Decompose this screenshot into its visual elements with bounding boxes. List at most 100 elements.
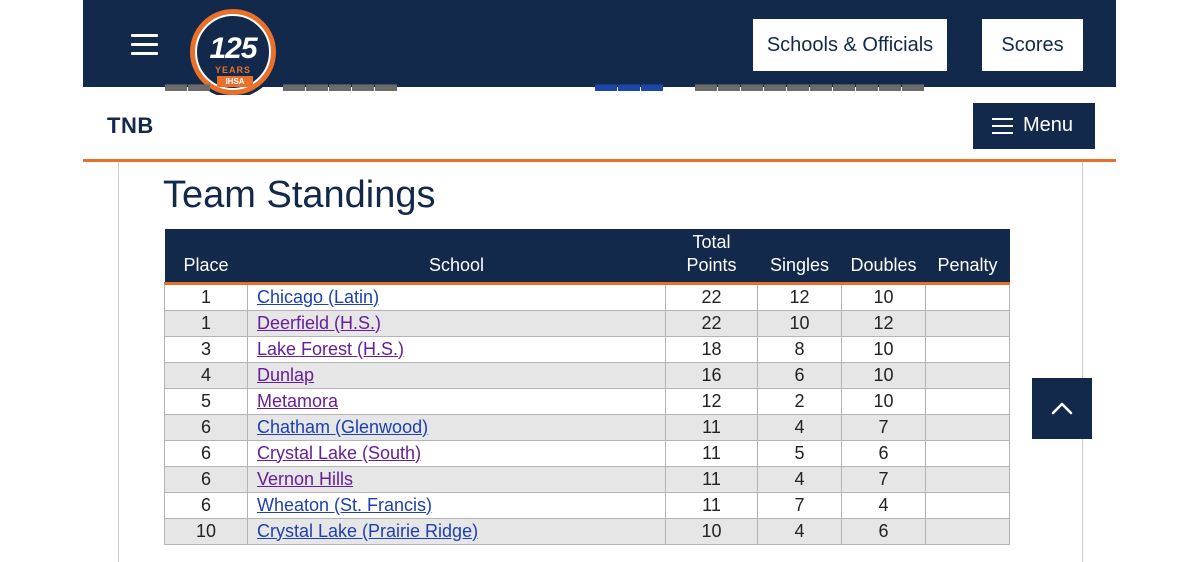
place-cell: 10 (164, 517, 248, 545)
doubles-cell: 10 (841, 387, 926, 415)
table-row: 6 Chatham (Glenwood) 11 4 7 (164, 413, 1010, 441)
team-standings-table: Place School Total Points Singles Double… (164, 229, 1010, 545)
doubles-cell: 10 (841, 335, 926, 363)
place-cell: 1 (164, 309, 248, 337)
column-header-school: School (247, 229, 666, 285)
doubles-cell: 6 (841, 517, 926, 545)
singles-cell: 8 (757, 335, 842, 363)
doubles-cell: 7 (841, 413, 926, 441)
site-header: 125 YEARS IHSA Schools & Officials Score… (83, 0, 1116, 98)
singles-cell: 7 (757, 491, 842, 519)
table-row: 6 Vernon Hills 11 4 7 (164, 465, 1010, 493)
school-link[interactable]: Metamora (257, 390, 339, 411)
place-cell: 6 (164, 491, 248, 519)
schools-officials-button[interactable]: Schools & Officials (753, 19, 947, 71)
table-header-row: Place School Total Points Singles Double… (164, 229, 1010, 285)
doubles-cell: 10 (841, 282, 926, 311)
singles-cell: 10 (757, 309, 842, 337)
school-link[interactable]: Crystal Lake (South) (257, 442, 422, 463)
singles-cell: 4 (757, 413, 842, 441)
column-header-penalty: Penalty (925, 229, 1010, 285)
school-cell: Dunlap (247, 361, 666, 389)
scores-button[interactable]: Scores (982, 19, 1083, 71)
penalty-cell (925, 282, 1010, 311)
total-points-cell: 22 (665, 282, 758, 311)
place-cell: 1 (164, 282, 248, 311)
total-points-cell: 11 (665, 439, 758, 467)
total-points-cell: 22 (665, 309, 758, 337)
school-cell: Lake Forest (H.S.) (247, 335, 666, 363)
school-cell: Crystal Lake (Prairie Ridge) (247, 517, 666, 545)
column-header-doubles: Doubles (841, 229, 926, 285)
column-header-place: Place (164, 229, 248, 285)
singles-cell: 4 (757, 517, 842, 545)
school-cell: Crystal Lake (South) (247, 439, 666, 467)
table-row: 6 Wheaton (St. Francis) 11 7 4 (164, 491, 1010, 519)
singles-cell: 5 (757, 439, 842, 467)
place-cell: 3 (164, 335, 248, 363)
logo-number: 125 (209, 32, 257, 65)
table-body: 1 Chicago (Latin) 22 12 10 1 Deerfield (H.S.) 2… (164, 282, 1010, 545)
table-row: 3 Lake Forest (H.S.) 18 8 10 (164, 335, 1010, 363)
menu-label: Menu (1023, 114, 1074, 136)
school-link[interactable]: Chicago (Latin) (257, 286, 380, 307)
school-link[interactable]: Wheaton (St. Francis) (257, 494, 433, 515)
penalty-cell (925, 517, 1010, 545)
penalty-cell (925, 335, 1010, 363)
page-title: Team Standings (163, 174, 436, 216)
column-header-total-points: Total Points (665, 229, 758, 285)
doubles-cell: 6 (841, 439, 926, 467)
school-link[interactable]: Deerfield (H.S.) (257, 312, 382, 333)
column-header-singles: Singles (757, 229, 842, 285)
table-row: 1 Chicago (Latin) 22 12 10 (164, 282, 1010, 311)
school-link[interactable]: Crystal Lake (Prairie Ridge) (257, 520, 479, 541)
chevron-up-icon (1051, 402, 1073, 415)
school-cell: Deerfield (H.S.) (247, 309, 666, 337)
penalty-cell (925, 465, 1010, 493)
menu-button[interactable]: Menu (973, 103, 1095, 149)
penalty-cell (925, 309, 1010, 337)
singles-cell: 2 (757, 387, 842, 415)
place-cell: 6 (164, 413, 248, 441)
ihsa-125-years-logo[interactable]: 125 YEARS IHSA (187, 6, 279, 98)
singles-cell: 6 (757, 361, 842, 389)
doubles-cell: 7 (841, 465, 926, 493)
school-cell: Chicago (Latin) (247, 282, 666, 311)
hamburger-menu-icon[interactable] (131, 34, 158, 56)
column-header-total-points-label: Total Points (686, 231, 737, 275)
scrolled-content-fragment: ▬▬ ▬▬▬▬▬ ▬▬▬ ▬▬▬▬▬▬▬▬▬▬ (165, 80, 925, 94)
total-points-cell: 10 (665, 517, 758, 545)
total-points-cell: 16 (665, 361, 758, 389)
total-points-cell: 18 (665, 335, 758, 363)
doubles-cell: 4 (841, 491, 926, 519)
place-cell: 6 (164, 465, 248, 493)
doubles-cell: 10 (841, 361, 926, 389)
place-cell: 4 (164, 361, 248, 389)
school-link[interactable]: Chatham (Glenwood) (257, 416, 429, 437)
school-cell: Chatham (Glenwood) (247, 413, 666, 441)
school-link[interactable]: Vernon Hills (257, 468, 354, 489)
logo-org: IHSA (217, 76, 253, 87)
school-cell: Metamora (247, 387, 666, 415)
scroll-to-top-button[interactable] (1032, 378, 1092, 439)
section-nav: TNB Menu (83, 95, 1116, 162)
menu-bars-icon (992, 118, 1013, 134)
school-cell: Vernon Hills (247, 465, 666, 493)
penalty-cell (925, 439, 1010, 467)
logo-inner: 125 YEARS IHSA (195, 14, 271, 90)
total-points-cell: 11 (665, 413, 758, 441)
school-link[interactable]: Lake Forest (H.S.) (257, 338, 405, 359)
place-cell: 5 (164, 387, 248, 415)
total-points-cell: 11 (665, 491, 758, 519)
singles-cell: 12 (757, 282, 842, 311)
school-cell: Wheaton (St. Francis) (247, 491, 666, 519)
table-row: 6 Crystal Lake (South) 11 5 6 (164, 439, 1010, 467)
penalty-cell (925, 387, 1010, 415)
total-points-cell: 11 (665, 465, 758, 493)
school-link[interactable]: Dunlap (257, 364, 315, 385)
logo-years: YEARS (214, 65, 251, 75)
penalty-cell (925, 413, 1010, 441)
section-title: TNB (107, 113, 154, 138)
singles-cell: 4 (757, 465, 842, 493)
penalty-cell (925, 361, 1010, 389)
